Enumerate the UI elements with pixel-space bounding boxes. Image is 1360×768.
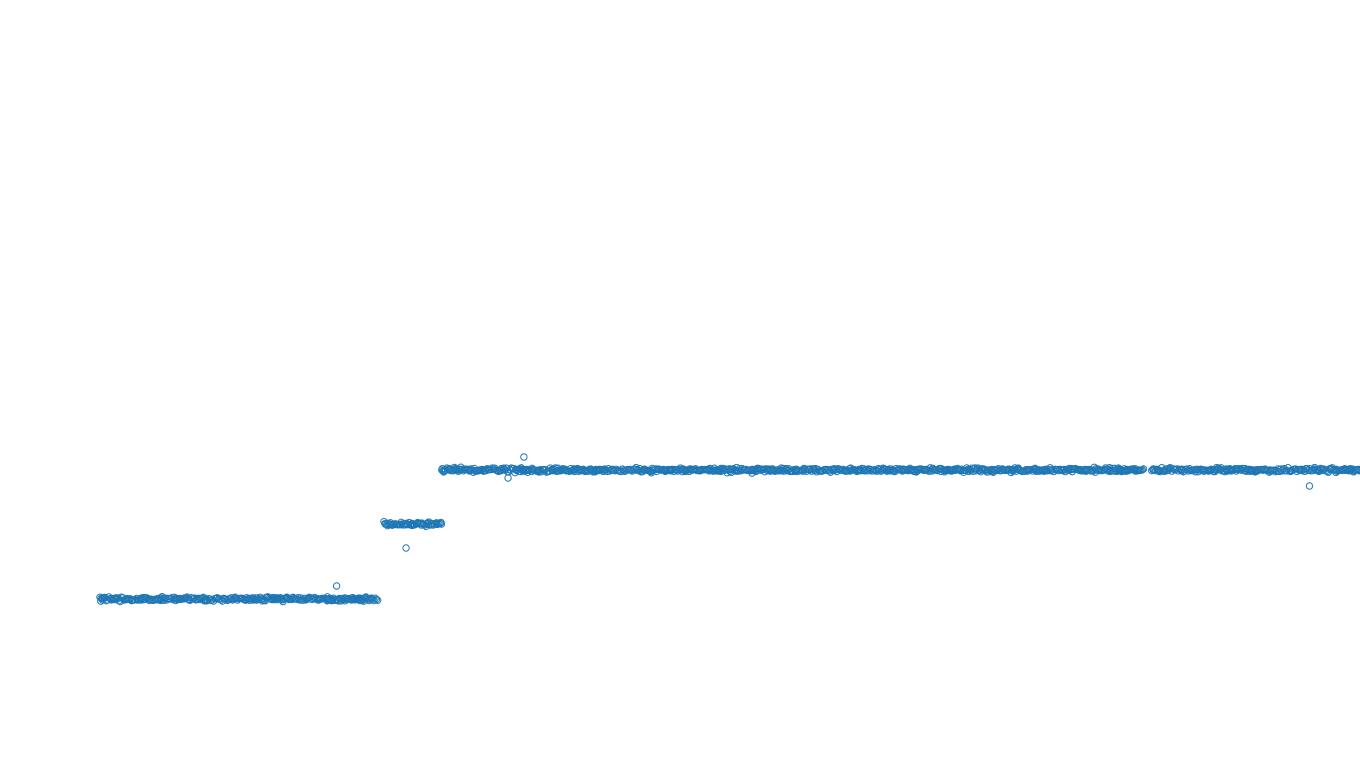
scatter-series <box>97 454 1360 605</box>
scatter-chart <box>0 0 1360 768</box>
